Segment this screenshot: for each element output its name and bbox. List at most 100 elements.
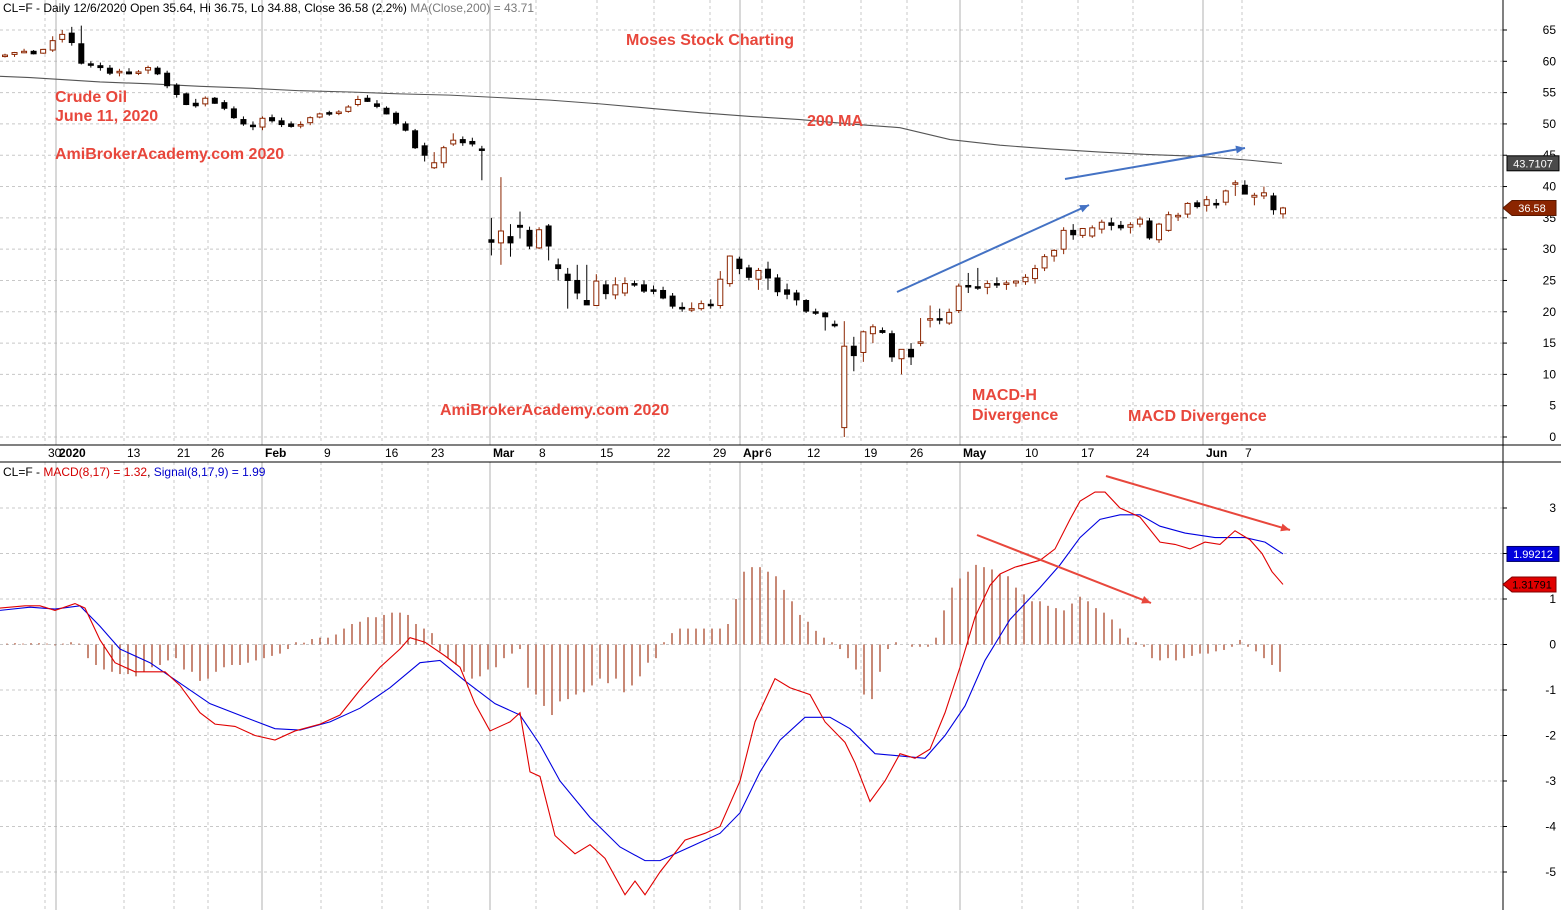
candle-up	[984, 283, 991, 288]
date-tick-label: 7	[1245, 446, 1252, 460]
candle-down	[164, 72, 171, 87]
candle-down	[784, 289, 791, 295]
candle-down	[850, 345, 857, 357]
candle-up	[927, 318, 934, 321]
candle-up	[1251, 194, 1258, 198]
candle-up	[1165, 214, 1172, 231]
ma-header-text: MA(Close,200) = 43.71	[410, 1, 534, 15]
macd-divergence-annotation: MACD Divergence	[1128, 408, 1267, 425]
candle-down	[908, 348, 915, 358]
date-tick-label: 26	[211, 446, 225, 460]
candle-up	[946, 311, 953, 324]
date-tick-label: 17	[1081, 446, 1095, 460]
candle-down	[221, 102, 228, 109]
macd-ytick-label: 0	[1549, 638, 1556, 652]
candle-up	[1222, 190, 1229, 203]
candle-up	[1051, 249, 1058, 257]
candle-down	[707, 303, 714, 307]
price-ytick-label: 20	[1543, 305, 1557, 319]
candle-up	[1079, 227, 1086, 236]
candle-down	[402, 123, 409, 131]
candle-down	[822, 312, 829, 318]
macd-value-badge-text: 1.31791	[1512, 579, 1552, 591]
macd-divergence-arrow	[1105, 475, 1291, 531]
candle-down	[1146, 220, 1153, 239]
candle-down	[125, 71, 132, 75]
candle-down	[421, 145, 428, 156]
candle-up	[698, 303, 705, 310]
candle-up	[1184, 202, 1191, 215]
candle-down	[230, 108, 237, 119]
date-tick-label: 8	[539, 446, 546, 460]
candle-down	[1194, 202, 1201, 208]
candle-down	[888, 333, 895, 358]
candle-up	[1022, 276, 1029, 283]
macd-header-macd: MACD(8,17) = 1.32	[43, 465, 148, 479]
candle-up	[1060, 229, 1067, 250]
candle-up	[1127, 224, 1134, 228]
asset-annotation: Crude Oil	[55, 89, 128, 106]
candle-up	[202, 97, 209, 105]
macdh-divergence-arrow	[976, 534, 1152, 604]
date-tick-label: 12	[807, 446, 821, 460]
candle-up	[688, 308, 695, 311]
macd-ytick-label: -3	[1545, 774, 1556, 788]
date-tick-label: 10	[1025, 446, 1039, 460]
candle-down	[469, 140, 476, 145]
candle-down	[993, 283, 1000, 286]
candle-down	[326, 112, 333, 115]
macd-header-prefix: CL=F -	[3, 465, 44, 479]
candle-down	[1117, 224, 1124, 229]
candle-down	[1108, 222, 1115, 226]
price-ytick-label: 10	[1543, 367, 1557, 381]
date-tick-label: 6	[765, 446, 772, 460]
candle-down	[30, 50, 37, 55]
candle-down	[183, 93, 190, 106]
candle-down	[574, 279, 581, 294]
candle-down	[1070, 229, 1077, 236]
macdh-divergence-arrow-head	[1141, 595, 1151, 604]
signal-value-badge	[1506, 545, 1560, 562]
date-tick-label: 21	[177, 446, 191, 460]
candle-up	[841, 345, 848, 429]
candle-up	[1098, 221, 1105, 230]
watermark-mid: AmiBrokerAcademy.com 2020	[440, 402, 670, 419]
date-tick-label: 23	[431, 446, 445, 460]
candle-up	[440, 147, 447, 164]
candle-down	[793, 292, 800, 301]
date-tick-label: 15	[600, 446, 614, 460]
candle-down	[383, 107, 390, 115]
candle-down	[602, 284, 609, 295]
candle-down	[965, 284, 972, 288]
macd-value-badge	[1502, 576, 1557, 593]
candle-down	[831, 323, 838, 327]
date-tick-label: Feb	[265, 446, 286, 460]
candle-down	[641, 284, 647, 292]
date-tick-label: Jun	[1206, 446, 1227, 460]
candle-up	[726, 255, 733, 285]
candle-up	[297, 124, 304, 127]
candle-up	[11, 52, 18, 55]
ma-annotation: 200 MA	[807, 113, 864, 130]
candle-up	[316, 113, 323, 118]
candle-up	[536, 229, 543, 249]
candle-down	[249, 124, 256, 128]
candle-down	[764, 268, 771, 279]
macd-ytick-label: -1	[1545, 683, 1556, 697]
close-value-badge	[1502, 199, 1557, 216]
candle-down	[507, 236, 514, 244]
candle-down	[373, 103, 380, 107]
candle-down	[278, 120, 285, 126]
candle-up	[1032, 268, 1039, 280]
candle-down	[650, 289, 657, 292]
date-tick-label: 29	[713, 446, 727, 460]
candle-up	[49, 40, 56, 51]
candle-up	[869, 326, 876, 335]
date-tick-label: Mar	[493, 446, 515, 460]
candle-down	[488, 239, 495, 243]
candle-down	[288, 123, 295, 127]
candle-down	[154, 67, 161, 75]
candle-up	[1041, 256, 1048, 269]
candle-up	[307, 117, 314, 124]
